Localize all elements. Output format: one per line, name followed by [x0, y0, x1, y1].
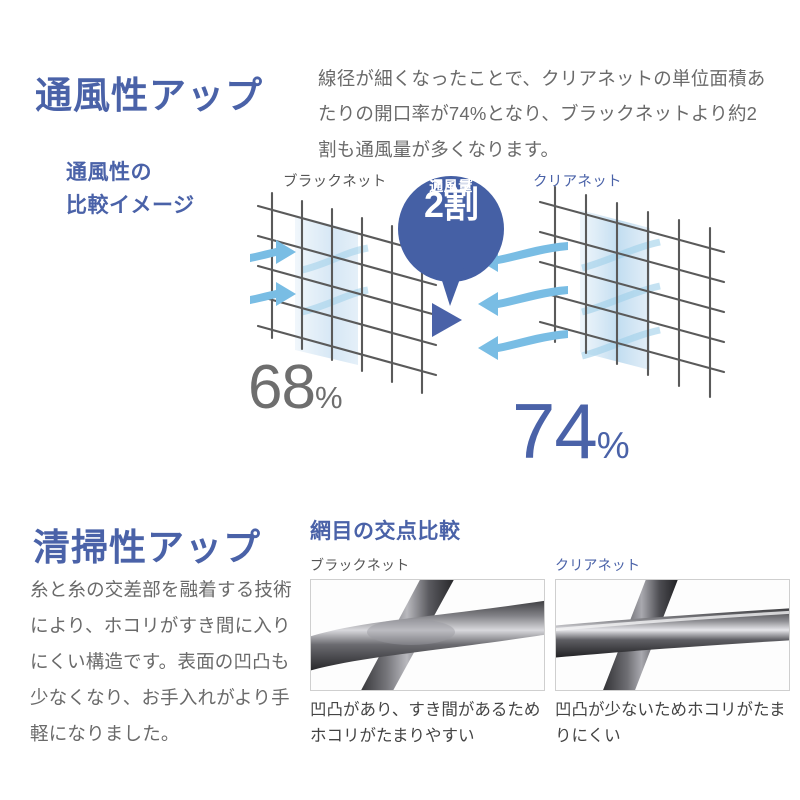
- black-net-crossing-photo: [311, 580, 544, 691]
- ventilation-heading: 通風性アップ: [35, 74, 263, 116]
- cleaning-heading: 清掃性アップ: [33, 526, 261, 568]
- airflow-arrow: [478, 242, 568, 272]
- right-mesh-horizontal-wires: [538, 200, 726, 374]
- mesh-label-black-net: ブラックネット: [283, 174, 387, 190]
- horizontal-strand: [311, 601, 544, 671]
- black-net-percent-unit: %: [314, 380, 343, 415]
- junction-bump: [367, 619, 455, 646]
- comparison-heading: 網目の交点比較: [310, 520, 461, 544]
- horizontal-strand: [556, 608, 789, 658]
- ventilation-section: 通風性アップ 線径が細くなったことで、クリアネットの単位面積あたりの開口率が74…: [35, 67, 790, 476]
- right-mesh-group: [478, 185, 726, 399]
- strand-highlight: [556, 611, 789, 632]
- black-net-percent-value: 68: [248, 353, 316, 422]
- left-airflow-arrows: [250, 240, 296, 306]
- photo-clear-net: [555, 579, 790, 692]
- clear-net-percent-value: 74: [512, 387, 598, 475]
- clear-net-crossing-photo: [556, 580, 789, 691]
- photo-caption-clear-net: 凹凸が少ないためホコリがたまりにくい: [555, 701, 786, 745]
- airflow-arrow: [250, 282, 296, 306]
- airflow-arrow: [478, 330, 568, 360]
- right-airflow-arrows: [478, 242, 568, 360]
- cleaning-section: 清掃性アップ 糸と糸の交差部を融着する技術により、ホコリがすき間に入りにくい構造…: [0, 470, 800, 800]
- photo-comparison-row: ブラックネット: [310, 555, 790, 749]
- photo-label-clear-net: クリアネット: [555, 557, 641, 574]
- photo-caption-black-net: 凹凸があり、すき間があるためホコリがたまりやすい: [310, 701, 541, 745]
- photo-black-net: [310, 579, 545, 692]
- cleaning-paragraph: 糸と糸の交差部を融着する技術により、ホコリがすき間に入りにくい構造です。表面の凹…: [30, 578, 292, 744]
- center-direction-triangle: [432, 303, 462, 337]
- mesh-comparison-graphic: [250, 185, 726, 399]
- clear-net-percent-unit: %: [596, 425, 630, 466]
- badge-bubble-shape: [398, 176, 504, 306]
- ventilation-diagram: [250, 160, 790, 460]
- cleaning-comparison-block: 網目の交点比較 ブラックネット: [310, 498, 790, 750]
- ventilation-badge: 通風量 2割 アップ: [398, 176, 504, 308]
- photo-column-clear-net: クリアネット: [555, 555, 790, 749]
- airflow-arrow: [478, 286, 568, 316]
- black-net-percent: 68%: [248, 352, 343, 423]
- photo-column-black-net: ブラックネット: [310, 555, 545, 749]
- clear-net-percent: 74%: [512, 386, 630, 477]
- ventilation-paragraph: 線径が細くなったことで、クリアネットの単位面積あたりの開口率が74%となり、ブラ…: [318, 67, 766, 160]
- airflow-arrow: [250, 240, 296, 264]
- photo-label-black-net: ブラックネット: [310, 557, 410, 574]
- ventilation-subtitle: 通風性の 比較イメージ: [66, 161, 195, 217]
